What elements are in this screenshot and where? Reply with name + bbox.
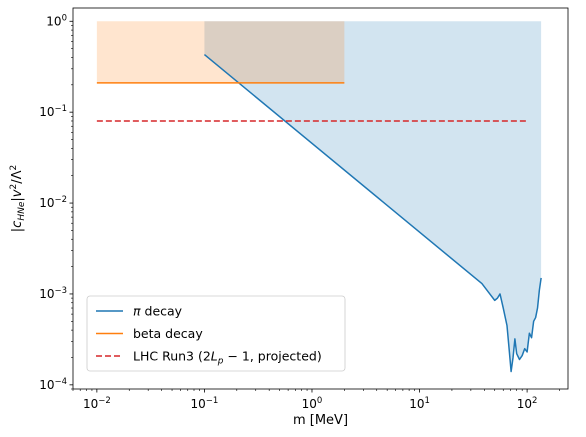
y-tick-label-3: 10−1 — [39, 104, 67, 119]
series-lines — [96, 54, 542, 373]
legend-box — [86, 295, 346, 372]
y-axis-label: |cHNe|v2/Λ2 — [9, 165, 27, 232]
x-tick-label-2: 100 — [302, 396, 323, 411]
plot-frame — [72, 7, 569, 390]
x-tick-label-1: 10−1 — [191, 396, 219, 411]
x-axis-ticks: 10−2 10−1 100 101 102 — [72, 389, 560, 411]
series-line-0 — [203, 54, 542, 373]
legend-label-1: beta decay — [133, 326, 203, 341]
series-fill-0 — [204, 21, 542, 372]
fill-regions — [96, 21, 542, 372]
x-tick-label-4: 102 — [517, 396, 538, 411]
x-axis-label: m [MeV] — [293, 413, 348, 428]
legend: π decay beta decay LHC Run3 (2Lp − 1, proj… — [86, 295, 346, 372]
x-tick-label-0: 10−2 — [83, 396, 111, 411]
series-fill-1 — [96, 21, 345, 83]
legend-label-2: LHC Run3 (2Lp − 1, projected) — [133, 349, 322, 367]
y-axis-ticks: 10−4 10−3 10−2 10−1 100 — [39, 13, 73, 392]
y-tick-label-2: 10−2 — [39, 195, 67, 210]
x-tick-label-3: 101 — [409, 396, 430, 411]
y-label-bar-open: | — [10, 228, 25, 232]
y-tick-label-0: 10−4 — [39, 377, 67, 392]
legend-label-0: π decay — [133, 304, 183, 319]
y-tick-label-1: 10−3 — [39, 286, 67, 301]
y-tick-label-4: 100 — [46, 13, 67, 28]
